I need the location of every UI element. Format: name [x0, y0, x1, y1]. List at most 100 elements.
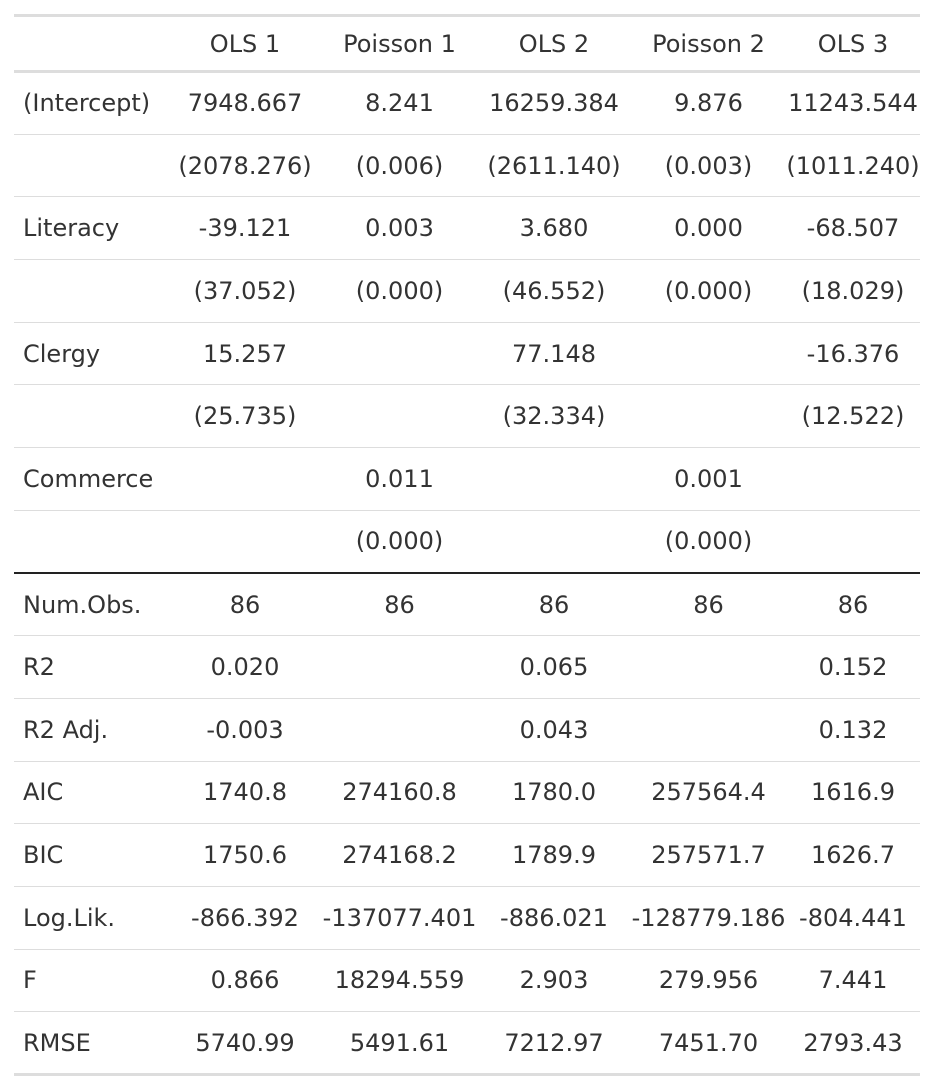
header-row: OLS 1 Poisson 1 OLS 2 Poisson 2 OLS 3: [14, 14, 920, 73]
table-row: Log.Lik. -866.392 -137077.401 -886.021 -…: [14, 885, 920, 950]
table-cell: (2078.276): [168, 133, 322, 197]
table-cell: [786, 447, 920, 511]
table-cell: (0.003): [631, 133, 786, 197]
table-cell: 0.065: [477, 635, 631, 699]
table-cell: -0.003: [168, 697, 322, 762]
table-cell: 1780.0: [477, 760, 631, 824]
table-row: Commerce 0.011 0.001: [14, 447, 920, 511]
row-label: AIC: [14, 760, 168, 824]
table-cell: -804.441: [786, 885, 920, 950]
table-cell: 257571.7: [631, 823, 786, 887]
table-cell: 18294.559: [322, 948, 477, 1012]
row-label: R2 Adj.: [14, 697, 168, 762]
table-cell: 3.680: [477, 196, 631, 260]
header-cell-ols-3: OLS 3: [786, 14, 920, 73]
header-cell-empty: [14, 14, 168, 73]
table-cell: [322, 384, 477, 448]
table-cell: 7948.667: [187, 89, 303, 118]
table-row: (2078.276) (0.006) (2611.140) (0.003) (1…: [14, 133, 920, 197]
table-cell: 15.257: [168, 321, 322, 385]
table-row: F 0.866 18294.559 2.903 279.956 7.441: [14, 948, 920, 1012]
table-cell: 9.876: [674, 89, 743, 118]
header-cell-ols-1: OLS 1: [168, 14, 322, 73]
regression-table-container: OLS 1 Poisson 1 OLS 2 Poisson 2 OLS 3 (I…: [14, 14, 920, 1076]
row-label: [14, 259, 168, 323]
table-cell: -886.021: [477, 885, 631, 950]
table-cell: 0.043: [477, 697, 631, 762]
table-cell: 0.132: [786, 697, 920, 762]
table-cell: 257564.4: [631, 760, 786, 824]
table-cell: -39.121: [168, 196, 322, 260]
table-row: (Intercept) 7948.667 8.241 16259.384 9.8…: [14, 72, 920, 135]
table-cell: 5740.99: [168, 1011, 322, 1076]
table-cell: 0.020: [168, 635, 322, 699]
table-cell: (0.000): [631, 259, 786, 323]
table-cell: 0.866: [168, 948, 322, 1012]
table-cell: 2793.43: [786, 1011, 920, 1076]
row-label: (Intercept): [23, 89, 151, 118]
table-cell: 0.152: [786, 635, 920, 699]
table-cell: 86: [168, 572, 322, 636]
table-row: (25.735) (32.334) (12.522): [14, 384, 920, 448]
table-cell: 77.148: [477, 321, 631, 385]
header-cell-poisson-1: Poisson 1: [322, 14, 477, 73]
table-cell: [322, 321, 477, 385]
table-cell: 0.003: [322, 196, 477, 260]
table-cell: 1626.7: [786, 823, 920, 887]
table-cell: 86: [477, 572, 631, 636]
table-cell: 86: [786, 572, 920, 636]
regression-table: OLS 1 Poisson 1 OLS 2 Poisson 2 OLS 3 (I…: [14, 14, 920, 1076]
table-row: RMSE 5740.99 5491.61 7212.97 7451.70 279…: [14, 1011, 920, 1076]
table-header: OLS 1 Poisson 1 OLS 2 Poisson 2 OLS 3: [14, 14, 920, 73]
table-cell: (2611.140): [477, 133, 631, 197]
table-cell: 11243.544: [788, 89, 918, 118]
table-row: (0.000) (0.000): [14, 509, 920, 573]
table-row: Literacy -39.121 0.003 3.680 0.000 -68.5…: [14, 196, 920, 260]
table-cell: (0.006): [322, 133, 477, 197]
table-cell: 1616.9: [786, 760, 920, 824]
table-cell: 1740.8: [168, 760, 322, 824]
table-cell: -16.376: [786, 321, 920, 385]
header-cell-ols-2: OLS 2: [477, 14, 631, 73]
table-cell: (32.334): [477, 384, 631, 448]
table-body: (Intercept) 7948.667 8.241 16259.384 9.8…: [14, 72, 920, 1076]
table-cell: 86: [322, 572, 477, 636]
table-row: AIC 1740.8 274160.8 1780.0 257564.4 1616…: [14, 760, 920, 824]
row-label: R2: [14, 635, 168, 699]
table-cell: (12.522): [786, 384, 920, 448]
row-label: BIC: [14, 823, 168, 887]
table-row: BIC 1750.6 274168.2 1789.9 257571.7 1626…: [14, 823, 920, 887]
table-cell: 274168.2: [322, 823, 477, 887]
table-cell: 1789.9: [477, 823, 631, 887]
row-label: Num.Obs.: [14, 572, 168, 636]
table-cell: [631, 697, 786, 762]
table-cell: 5491.61: [322, 1011, 477, 1076]
table-cell: 86: [631, 572, 786, 636]
table-cell: [631, 384, 786, 448]
table-cell: 279.956: [631, 948, 786, 1012]
table-cell: 7212.97: [477, 1011, 631, 1076]
table-cell: [477, 509, 631, 573]
row-label: [14, 384, 168, 448]
table-cell: 8.241: [365, 89, 434, 118]
table-cell: [168, 447, 322, 511]
table-cell: -866.392: [168, 885, 322, 950]
table-cell: 0.000: [631, 196, 786, 260]
table-cell: 0.001: [631, 447, 786, 511]
table-cell: 0.011: [322, 447, 477, 511]
table-row: (37.052) (0.000) (46.552) (0.000) (18.02…: [14, 259, 920, 323]
table-cell: 274160.8: [322, 760, 477, 824]
header-cell-poisson-2: Poisson 2: [631, 14, 786, 73]
row-label: [14, 133, 168, 197]
table-row: R2 0.020 0.065 0.152: [14, 635, 920, 699]
table-cell: -128779.186: [631, 885, 786, 950]
table-cell: 7.441: [786, 948, 920, 1012]
row-label: [14, 509, 168, 573]
row-label: Literacy: [14, 196, 168, 260]
table-cell: 16259.384: [489, 89, 619, 118]
table-cell: (46.552): [477, 259, 631, 323]
table-cell: 1750.6: [168, 823, 322, 887]
table-cell: (0.000): [322, 259, 477, 323]
table-cell: 7451.70: [631, 1011, 786, 1076]
table-cell: (25.735): [168, 384, 322, 448]
